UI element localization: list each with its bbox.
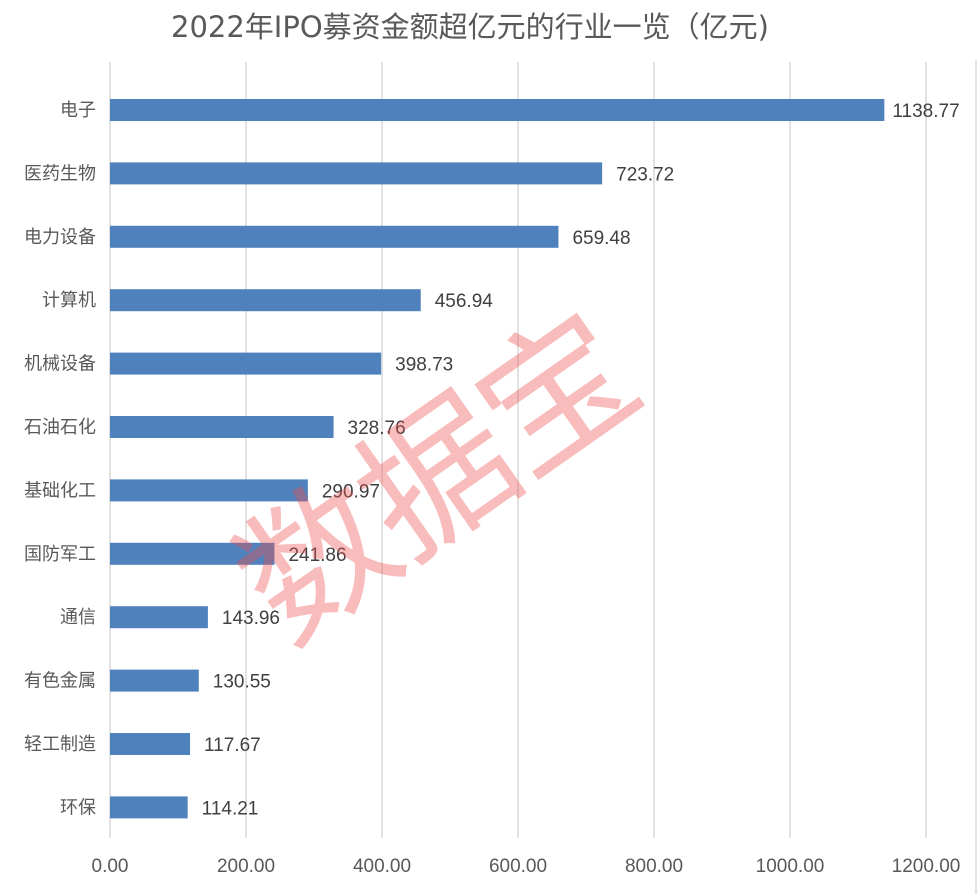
bar — [110, 796, 188, 819]
x-tick-label: 600.00 — [489, 856, 547, 877]
data-label: 143.96 — [222, 608, 280, 629]
bar — [110, 733, 191, 755]
chart-title: 2022年IPO募资金额超亿元的行业一览（亿元) — [171, 10, 769, 44]
category-label: 机械设备 — [24, 354, 96, 375]
x-tick-label: 0.00 — [92, 856, 129, 877]
data-label: 456.94 — [435, 291, 494, 312]
category-label: 环保 — [60, 797, 96, 818]
category-label: 轻工制造 — [24, 734, 96, 755]
data-label: 398.73 — [395, 355, 453, 376]
data-label: 114.21 — [202, 798, 259, 819]
bar — [110, 352, 382, 375]
category-label: 通信 — [60, 607, 96, 628]
bar — [110, 416, 334, 438]
category-label: 电力设备 — [24, 227, 96, 248]
category-label: 医药生物 — [24, 163, 96, 184]
category-label: 基础化工 — [24, 480, 96, 501]
x-tick-label: 800.00 — [625, 856, 683, 877]
category-label: 有色金属 — [24, 671, 96, 692]
x-tick-label: 1000.00 — [756, 856, 825, 877]
data-label: 328.76 — [348, 418, 406, 439]
x-tick-label: 200.00 — [217, 856, 275, 877]
data-label: 241.86 — [288, 545, 346, 566]
bar — [110, 479, 308, 502]
data-label: 130.55 — [213, 672, 271, 693]
data-label: 290.97 — [322, 481, 380, 502]
category-label: 电子 — [60, 100, 96, 121]
bar — [110, 669, 199, 692]
data-label: 723.72 — [616, 164, 674, 185]
bar — [110, 542, 275, 565]
data-label: 1138.77 — [892, 101, 959, 122]
bar — [110, 289, 421, 312]
data-label: 117.67 — [204, 735, 261, 756]
bar — [110, 606, 208, 629]
bar — [110, 225, 559, 248]
x-tick-label: 1200.00 — [892, 856, 961, 877]
bar — [110, 99, 885, 121]
bar — [110, 162, 603, 185]
category-label: 计算机 — [42, 290, 96, 311]
x-tick-label: 400.00 — [353, 856, 411, 877]
category-label: 国防军工 — [24, 544, 96, 565]
category-label: 石油石化 — [24, 417, 96, 438]
data-label: 659.48 — [572, 228, 630, 249]
